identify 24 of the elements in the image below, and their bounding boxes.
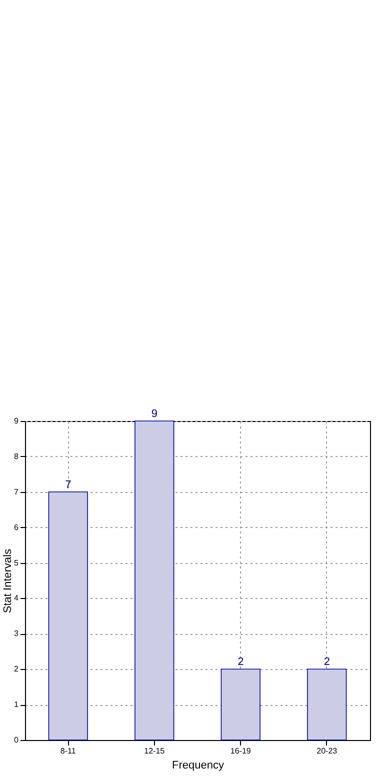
x-tick-label: 20-23 xyxy=(316,746,338,756)
y-tick-label: 1 xyxy=(14,700,20,710)
y-tick-label: 9 xyxy=(14,416,20,426)
data-label: 9 xyxy=(151,408,158,420)
data-label: 7 xyxy=(65,478,72,491)
y-tick-label: 6 xyxy=(14,522,20,532)
x-tick-label: 16-19 xyxy=(230,746,252,756)
y-tick-label: 0 xyxy=(14,736,20,744)
y-tick-label: 3 xyxy=(14,629,20,638)
x-tick-label: 12-15 xyxy=(144,746,166,756)
bar xyxy=(307,668,347,740)
y-tick-label: 8 xyxy=(14,452,20,461)
y-axis-title: Stat Intervals xyxy=(2,548,14,614)
y-tick-label: 7 xyxy=(14,487,20,496)
bar xyxy=(48,491,88,740)
x-tick-label: 8-11 xyxy=(60,746,76,756)
data-label: 2 xyxy=(238,656,244,668)
x-axis-title: Frequency xyxy=(172,760,224,772)
y-tick-label: 5 xyxy=(14,558,20,568)
y-tick-label: 4 xyxy=(14,594,20,603)
data-label: 2 xyxy=(324,656,330,668)
y-tick-label: 2 xyxy=(14,664,20,674)
bar xyxy=(220,668,260,740)
bar xyxy=(134,420,174,740)
